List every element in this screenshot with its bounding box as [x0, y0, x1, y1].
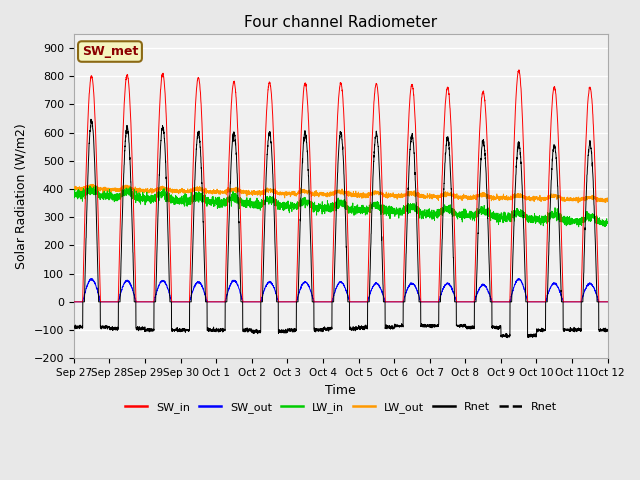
Line: Rnet: Rnet — [74, 119, 608, 338]
LW_in — [604, 221, 612, 227]
SW_in — [460, 299, 468, 305]
Line: SW_out: SW_out — [74, 279, 608, 302]
SW_out — [321, 299, 328, 305]
SW_out — [431, 299, 438, 305]
LW_in — [92, 183, 100, 189]
SW_in — [491, 299, 499, 305]
SW_in — [431, 299, 438, 305]
Text: SW_met: SW_met — [82, 45, 138, 58]
LW_out — [574, 200, 582, 206]
LW_in — [70, 191, 77, 197]
SW_in — [604, 299, 612, 305]
SW_out — [70, 299, 77, 305]
Line: LW_in: LW_in — [74, 186, 608, 227]
SW_out — [88, 276, 95, 282]
LW_in — [460, 216, 468, 221]
SW_out — [460, 299, 468, 305]
SW_out — [604, 299, 611, 305]
LW_out — [70, 187, 77, 192]
Rnet — [166, 299, 173, 305]
SW_out — [491, 299, 499, 305]
SW_in — [166, 224, 173, 230]
LW_out — [166, 186, 173, 192]
Rnet — [604, 326, 611, 332]
LW_in — [166, 194, 173, 200]
LW_in — [491, 216, 499, 222]
LW_in — [604, 219, 611, 225]
LW_out — [604, 197, 612, 203]
SW_out — [604, 299, 612, 305]
SW_out — [166, 292, 173, 298]
LW_in — [431, 209, 438, 215]
LW_in — [321, 211, 328, 216]
LW_out — [88, 181, 96, 187]
Rnet — [321, 325, 328, 331]
SW_in — [604, 299, 611, 305]
LW_out — [431, 194, 438, 200]
Rnet — [504, 335, 511, 341]
SW_in — [515, 67, 523, 73]
Rnet — [70, 324, 77, 330]
LW_out — [604, 195, 611, 201]
LW_out — [460, 195, 468, 201]
Legend: SW_in, SW_out, LW_in, LW_out, Rnet, Rnet: SW_in, SW_out, LW_in, LW_out, Rnet, Rnet — [120, 398, 561, 418]
Rnet — [604, 327, 612, 333]
LW_in — [575, 224, 582, 230]
Rnet — [87, 116, 95, 122]
Title: Four channel Radiometer: Four channel Radiometer — [244, 15, 437, 30]
Line: LW_out: LW_out — [74, 184, 608, 203]
Line: SW_in: SW_in — [74, 70, 608, 302]
LW_out — [491, 193, 499, 199]
SW_in — [70, 299, 77, 305]
X-axis label: Time: Time — [325, 384, 356, 396]
Rnet — [431, 323, 438, 328]
Y-axis label: Solar Radiation (W/m2): Solar Radiation (W/m2) — [15, 123, 28, 269]
Rnet — [491, 324, 499, 329]
LW_out — [321, 190, 328, 196]
Rnet — [460, 323, 468, 329]
SW_in — [321, 299, 328, 305]
